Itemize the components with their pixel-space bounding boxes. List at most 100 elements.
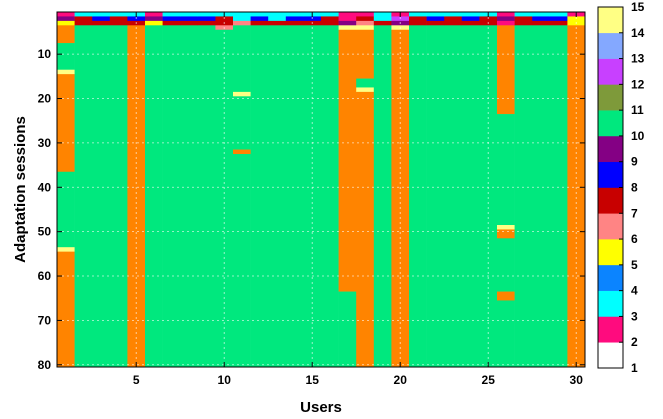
heatmap-cell <box>74 25 93 368</box>
colorbar-swatch <box>598 135 623 163</box>
heatmap-cell <box>444 25 463 368</box>
heatmap-cell <box>532 25 551 368</box>
y-tick-label: 50 <box>38 225 52 239</box>
heatmap-cell <box>57 43 75 70</box>
heatmap-cell <box>285 12 304 17</box>
heatmap-cell <box>215 16 234 26</box>
heatmap-cell <box>426 20 445 26</box>
heatmap-cell <box>461 12 480 17</box>
heatmap-cell <box>250 12 269 17</box>
heatmap-cell <box>145 20 163 26</box>
colorbar-swatch <box>598 213 623 240</box>
colorbar-swatch <box>598 290 623 317</box>
heatmap-cell <box>567 16 586 26</box>
heatmap-cell <box>356 16 375 22</box>
colorbar-swatch <box>598 32 623 59</box>
heatmap-cell <box>74 16 93 26</box>
heatmap-cell <box>338 12 357 22</box>
heatmap-cell <box>514 16 533 26</box>
heatmap-cell <box>197 12 216 17</box>
heatmap-cell <box>497 300 515 368</box>
heatmap-cell <box>268 12 287 22</box>
heatmap-cell <box>356 20 375 26</box>
colorbar-tick-label: 4 <box>631 284 638 298</box>
colorbar-tick-label: 2 <box>631 335 638 349</box>
colorbar-tick-label: 12 <box>631 77 645 91</box>
heatmap-cell <box>233 12 251 22</box>
heatmap-cell <box>461 25 480 368</box>
heatmap-cell <box>321 25 339 368</box>
heatmap-cell <box>497 16 515 22</box>
heatmap-cell <box>92 25 111 368</box>
heatmap-cell <box>514 12 533 17</box>
heatmap-cell <box>426 25 445 368</box>
y-axis-title: Adaptation sessions <box>12 116 29 263</box>
x-tick-label: 20 <box>394 373 408 387</box>
heatmap-cell <box>233 149 251 155</box>
heatmap-cell <box>92 16 111 22</box>
heatmap-cell <box>338 29 357 292</box>
y-tick-label: 20 <box>38 92 52 106</box>
heatmap-cell <box>567 25 586 368</box>
y-tick-label: 30 <box>38 136 52 150</box>
heatmap-cell <box>497 238 515 292</box>
heatmap-cell <box>162 16 181 22</box>
heatmap-cell <box>197 20 216 26</box>
heatmap-cell <box>180 20 199 26</box>
heatmap-cell <box>57 247 75 252</box>
x-axis-ticks: 5 10 15 20 25 30 <box>133 12 583 387</box>
grid-lines <box>57 12 585 367</box>
colorbar-swatch <box>598 316 623 343</box>
y-tick-label: 80 <box>38 358 52 372</box>
colorbar-tick-label: 13 <box>631 52 645 66</box>
y-tick-label: 60 <box>38 269 52 283</box>
heatmap-cell <box>180 12 199 17</box>
heatmap-cell <box>127 25 146 368</box>
heatmap-cell <box>145 16 163 22</box>
heatmap-cell <box>461 16 480 22</box>
colorbar-tick-label: 1 <box>631 361 638 375</box>
y-tick-label: 40 <box>38 180 52 194</box>
heatmap-cell <box>109 12 128 17</box>
heatmap-cell <box>497 291 515 301</box>
colorbar-tick-label: 7 <box>631 206 638 220</box>
heatmap-cell <box>162 20 181 26</box>
heatmap-cell <box>356 87 375 93</box>
heatmap-cell <box>532 16 551 22</box>
heatmap-cell <box>197 16 216 22</box>
heatmap-cell <box>549 16 568 22</box>
heatmap-cell <box>109 25 128 368</box>
heatmap-cell <box>338 25 357 31</box>
heatmap-cell <box>268 25 287 368</box>
heatmap-cell <box>497 25 515 115</box>
colorbar-tick-label: 14 <box>631 26 645 40</box>
y-tick-label: 70 <box>38 313 52 327</box>
heatmap-cell <box>285 20 304 26</box>
heatmap-cell <box>57 20 75 26</box>
heatmap-cell <box>497 225 515 230</box>
colorbar-swatch <box>598 84 623 111</box>
colorbar-tick-label: 6 <box>631 232 638 246</box>
heatmap-cell <box>338 291 357 368</box>
heatmap-cell <box>57 74 75 173</box>
heatmap-cell <box>479 16 498 26</box>
heatmap-cell <box>497 229 515 239</box>
heatmap-cell <box>497 20 515 26</box>
heatmap-cell <box>426 12 445 17</box>
heatmap-cell <box>356 78 375 88</box>
heatmap-cell <box>532 12 551 17</box>
colorbar-tick-label: 11 <box>631 103 644 117</box>
heatmap-cell <box>57 12 75 17</box>
heatmap-cells <box>57 12 586 368</box>
heatmap-cell <box>233 25 251 93</box>
heatmap-cell <box>92 20 111 26</box>
heatmap-cell <box>162 25 181 368</box>
plot-frame <box>56 11 586 368</box>
colorbar-swatch <box>598 110 623 137</box>
heatmap-cell <box>233 96 251 150</box>
colorbar <box>598 7 623 369</box>
y-tick-label: 10 <box>38 47 52 61</box>
heatmap-cell <box>145 25 163 368</box>
